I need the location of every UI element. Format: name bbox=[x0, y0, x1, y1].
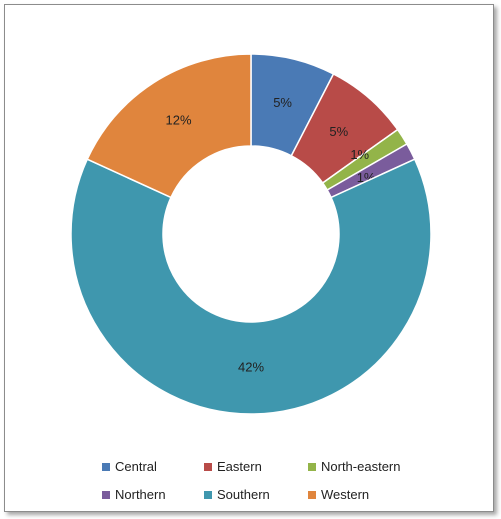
legend-label-eastern: Eastern bbox=[217, 459, 262, 474]
legend-swatch-western bbox=[308, 490, 316, 499]
slice-southern bbox=[70, 158, 432, 415]
legend-label-western: Western bbox=[321, 487, 370, 502]
legend-swatch-central bbox=[102, 462, 110, 471]
legend-item-north-eastern: North-eastern bbox=[308, 459, 400, 474]
legend-swatch-north-eastern bbox=[308, 462, 316, 471]
legend-swatch-eastern bbox=[204, 462, 212, 471]
donut-chart: 5%5%1%1%42%12% bbox=[70, 53, 432, 415]
data-label-eastern: 5% bbox=[329, 124, 348, 139]
legend-label-north-eastern: North-eastern bbox=[321, 459, 401, 474]
legend-swatch-southern bbox=[204, 490, 212, 499]
legend-item-northern: Northern bbox=[102, 487, 166, 502]
legend-label-central: Central bbox=[115, 459, 157, 474]
legend-swatch-northern bbox=[102, 490, 110, 499]
data-label-western: 12% bbox=[166, 113, 192, 128]
legend-item-eastern: Eastern bbox=[204, 459, 262, 474]
legend-item-central: Central bbox=[102, 459, 157, 474]
slice-western bbox=[86, 53, 252, 199]
legend-label-southern: Southern bbox=[217, 487, 270, 502]
data-label-north-eastern: 1% bbox=[350, 147, 369, 162]
legend-item-western: Western bbox=[308, 487, 369, 502]
chart-frame: 5% 5% 1% 1% 42% 12% Central Eastern North-eas… bbox=[4, 4, 494, 512]
legend-label-northern: Northern bbox=[115, 487, 166, 502]
data-label-southern: 42% bbox=[238, 359, 264, 374]
data-label-central: 5% bbox=[273, 95, 292, 110]
legend-item-southern: Southern bbox=[204, 487, 270, 502]
